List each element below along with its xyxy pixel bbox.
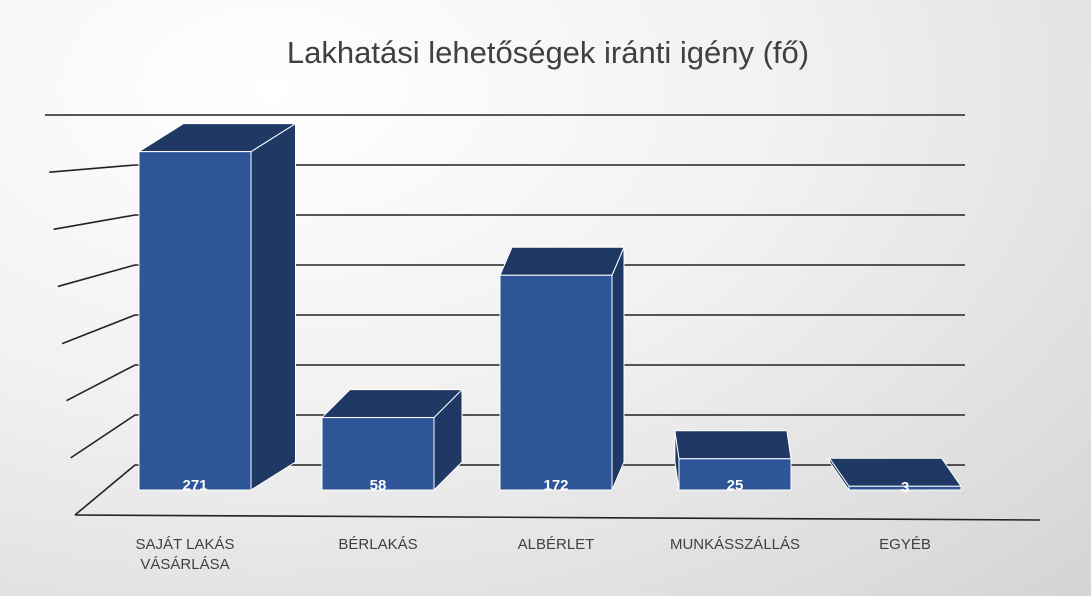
value-label: 3 [901, 479, 909, 496]
grid-line [57, 264, 965, 288]
bar-side [250, 122, 296, 491]
bar-top [828, 457, 962, 487]
x-tick-label: BÉRLAKÁS [338, 536, 418, 553]
value-label: 172 [543, 477, 568, 494]
value-label: 58 [370, 477, 387, 494]
bar [321, 417, 435, 491]
x-tick-label: ALBÉRLET [517, 536, 595, 553]
grid-line [53, 214, 965, 231]
grid-line [66, 364, 965, 402]
bar [499, 274, 613, 491]
grid-line [61, 314, 965, 345]
bar-top [674, 430, 792, 460]
floor-line [74, 514, 1041, 521]
value-label: 25 [727, 477, 744, 494]
x-tick-label: SAJÁT LAKÁS VÁSÁRLÁSA [135, 536, 235, 573]
x-tick-label: EGYÉB [879, 536, 931, 553]
bar [678, 458, 792, 491]
grid-line [70, 414, 965, 459]
chart-title: Lakhatási lehetőségek iránti igény (fő) [287, 35, 809, 70]
bar [138, 151, 252, 491]
bar-side [611, 247, 625, 491]
x-tick-label: MUNKÁSSZÁLLÁS [669, 536, 801, 553]
value-label: 271 [182, 477, 207, 494]
bar [848, 485, 962, 491]
grid-line [49, 164, 965, 173]
bar-top [499, 246, 625, 276]
